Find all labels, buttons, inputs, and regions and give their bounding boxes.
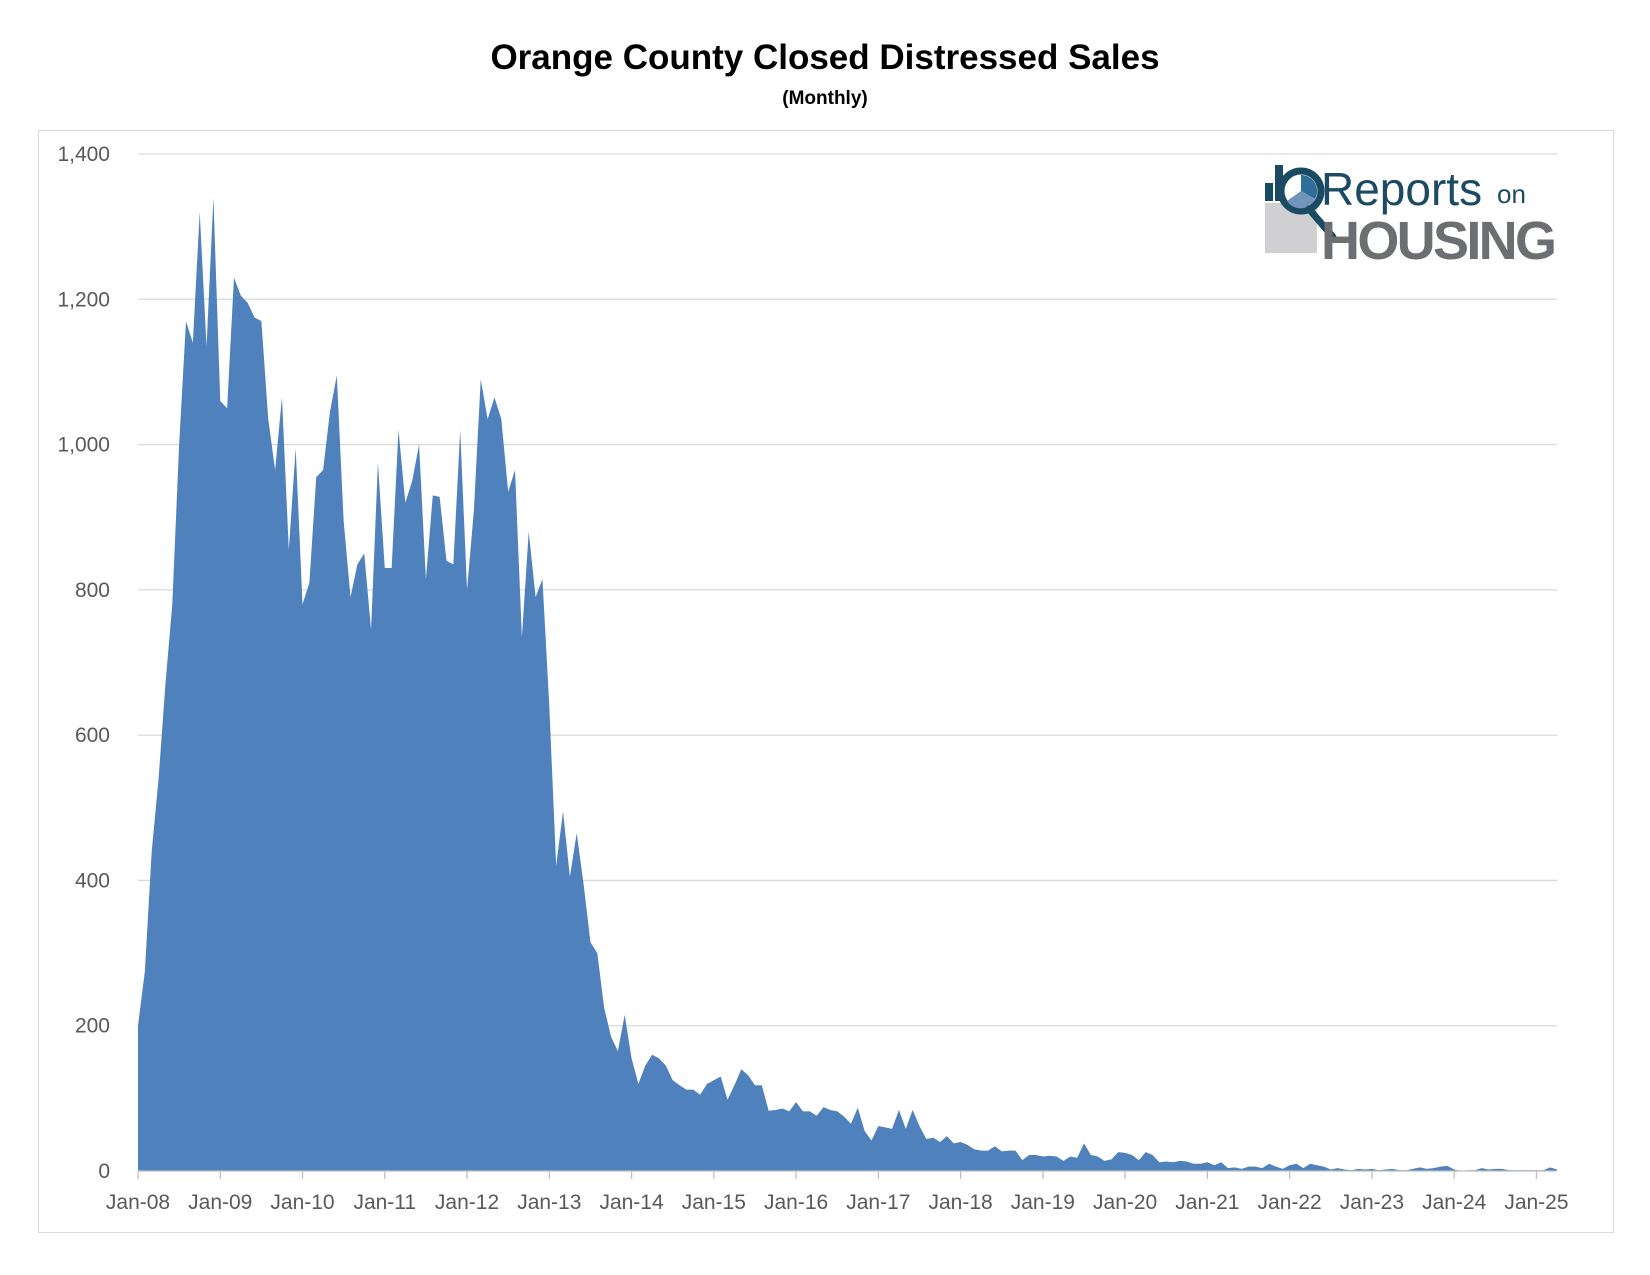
y-tick-label: 200 — [75, 1015, 110, 1038]
logo-text-housing: HOUSING — [1321, 211, 1557, 271]
y-tick-label: 1,000 — [57, 434, 110, 457]
x-tick-label: Jan-12 — [435, 1191, 499, 1214]
logo-text-on: on — [1497, 179, 1526, 209]
chart-frame — [38, 130, 1614, 1233]
x-tick-label: Jan-20 — [1093, 1191, 1157, 1214]
x-tick-label: Jan-21 — [1175, 1191, 1239, 1214]
logo-bar-icon — [1265, 183, 1273, 201]
reports-on-housing-logo: Reports on HOUSING — [1265, 163, 1557, 271]
x-tick-label: Jan-10 — [270, 1191, 334, 1214]
x-tick-label: Jan-17 — [846, 1191, 910, 1214]
x-tick-label: Jan-19 — [1011, 1191, 1075, 1214]
y-tick-label: 1,200 — [57, 288, 110, 311]
x-tick-label: Jan-15 — [682, 1191, 746, 1214]
x-tick-label: Jan-24 — [1422, 1191, 1487, 1214]
x-tick-label: Jan-11 — [353, 1191, 416, 1214]
x-tick-label: Jan-08 — [106, 1191, 170, 1214]
y-tick-label: 0 — [98, 1160, 110, 1183]
x-tick-label: Jan-09 — [188, 1191, 252, 1214]
x-tick-label: Jan-23 — [1340, 1191, 1404, 1214]
area-series-closed-distressed-sales — [138, 197, 1557, 1172]
x-tick-label: Jan-14 — [599, 1191, 664, 1214]
x-tick-label: Jan-25 — [1504, 1191, 1568, 1214]
x-tick-label: Jan-22 — [1258, 1191, 1322, 1214]
x-tick-label: Jan-18 — [928, 1191, 992, 1214]
x-tick-label: Jan-16 — [764, 1191, 828, 1214]
y-tick-label: 800 — [75, 579, 110, 602]
chart-subtitle: (Monthly) — [782, 88, 868, 109]
x-tick-label: Jan-13 — [517, 1191, 581, 1214]
y-tick-label: 600 — [75, 724, 110, 747]
axes: 0 200 400 600 800 1,000 1,200 1,400 Jan-08 Jan-09… — [57, 143, 1568, 1214]
chart-title: Orange County Closed Distressed Sales — [490, 38, 1160, 77]
logo-text-reports: Reports — [1321, 163, 1482, 215]
y-tick-label: 400 — [75, 869, 110, 892]
y-tick-label: 1,400 — [57, 143, 110, 166]
